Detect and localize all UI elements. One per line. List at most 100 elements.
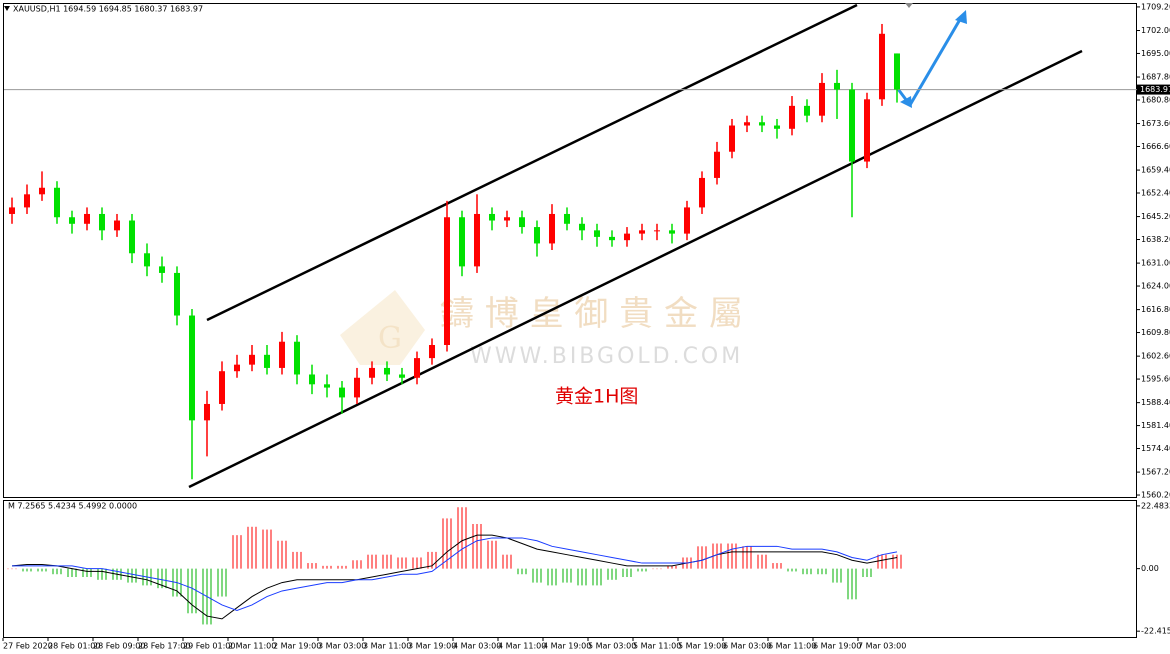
price-frame — [3, 3, 1137, 498]
histogram-bar — [840, 568, 842, 583]
histogram-bar — [877, 554, 879, 569]
y-tick-label: 1645.20 — [1141, 212, 1170, 221]
histogram-bar — [457, 507, 459, 569]
candle-body — [264, 354, 270, 368]
histogram-bar — [585, 568, 587, 586]
histogram-bar — [157, 568, 159, 589]
candle-body — [99, 213, 105, 231]
symbol-header: XAUUSD,H1 1694.59 1694.85 1680.37 1683.9… — [13, 5, 203, 14]
histogram-bar — [660, 568, 662, 570]
histogram-bar — [105, 568, 107, 580]
histogram-bar — [247, 526, 249, 569]
histogram-bar — [817, 568, 819, 575]
y-tick-label: 0.00 — [1141, 564, 1159, 573]
histogram-bar — [596, 568, 598, 586]
histogram-bar — [742, 546, 744, 569]
candle-body — [699, 177, 705, 208]
histogram-bar — [540, 568, 542, 583]
histogram-bar — [795, 568, 797, 572]
histogram-bar — [337, 565, 339, 569]
histogram-bar — [892, 554, 894, 569]
x-tick-label: 29 Feb 01:00 — [183, 642, 235, 651]
histogram-bar — [772, 563, 774, 569]
histogram-bar — [217, 568, 219, 597]
histogram-bar — [776, 563, 778, 569]
candle-body — [144, 253, 150, 267]
candle-body — [174, 272, 180, 316]
histogram-bar — [896, 554, 898, 569]
histogram-bar — [416, 557, 418, 569]
y-tick-label: 1588.40 — [1141, 398, 1170, 407]
arrow-up — [908, 15, 964, 106]
histogram-bar — [821, 568, 823, 575]
macd-header: M 7.2565 5.4234 5.4992 0.0000 — [8, 502, 137, 511]
histogram-bar — [131, 568, 133, 583]
shift-marker — [905, 3, 913, 8]
candle-body — [804, 105, 810, 116]
histogram-bar — [487, 540, 489, 569]
histogram-bar — [56, 568, 58, 575]
candle-body — [204, 403, 210, 421]
histogram-bar — [210, 568, 212, 625]
y-tick-label: 1595.60 — [1141, 375, 1170, 384]
histogram-bar — [671, 565, 673, 569]
histogram-bar — [172, 568, 174, 597]
histogram-bar — [731, 543, 733, 569]
histogram-bar — [300, 551, 302, 569]
histogram-bar — [716, 543, 718, 569]
histogram-bar — [322, 565, 324, 569]
histogram-bar — [607, 568, 609, 580]
histogram-bar — [881, 554, 883, 569]
histogram-bar — [547, 568, 549, 586]
histogram-bar — [191, 568, 193, 614]
histogram-bar — [11, 568, 13, 570]
histogram-bar — [15, 568, 17, 570]
last-price-box — [1137, 84, 1170, 95]
histogram-bar — [825, 568, 827, 575]
histogram-bar — [341, 565, 343, 569]
histogram-bar — [277, 540, 279, 569]
y-tick-label: 1687.80 — [1141, 73, 1170, 82]
candle-body — [234, 364, 240, 372]
histogram-bar — [652, 568, 654, 570]
histogram-bar — [446, 518, 448, 569]
histogram-bar — [236, 535, 238, 569]
histogram-bar — [266, 529, 268, 569]
histogram-bar — [866, 568, 868, 578]
histogram-bar — [345, 565, 347, 569]
histogram-bar — [285, 540, 287, 569]
candle-body — [744, 122, 750, 126]
histogram-bar — [622, 568, 624, 578]
histogram-bar — [851, 568, 853, 600]
histogram-bar — [510, 554, 512, 569]
candle-body — [129, 220, 135, 254]
x-tick-label: 6 Mar 03:00 — [723, 642, 771, 651]
candle-body — [279, 341, 285, 368]
histogram-bar — [360, 560, 362, 569]
histogram-bar — [371, 554, 373, 569]
histogram-bar — [472, 523, 474, 569]
y-tick-label: 22.4833 — [1141, 501, 1170, 510]
candle-body — [834, 82, 840, 90]
x-tick-label: 4 Mar 11:00 — [498, 642, 546, 651]
candle-body — [729, 125, 735, 152]
histogram-bar — [202, 568, 204, 625]
histogram-bar — [727, 543, 729, 569]
histogram-bar — [555, 568, 557, 586]
x-tick-label: 3 Mar 03:00 — [318, 642, 366, 651]
histogram-bar — [37, 568, 39, 572]
histogram-bar — [390, 554, 392, 569]
candle-body — [369, 367, 375, 378]
histogram-bar — [450, 518, 452, 569]
x-tick-label: 3 Mar 11:00 — [363, 642, 411, 651]
histogram-bar — [765, 554, 767, 569]
y-tick-label: 1602.60 — [1141, 352, 1170, 361]
histogram-bar — [592, 568, 594, 586]
candle-body — [669, 230, 675, 234]
histogram-bar — [161, 568, 163, 589]
histogram-bar — [135, 568, 137, 583]
watermark-logo-letter: G — [378, 321, 402, 356]
histogram-bar — [491, 540, 493, 569]
histogram-bar — [435, 551, 437, 569]
